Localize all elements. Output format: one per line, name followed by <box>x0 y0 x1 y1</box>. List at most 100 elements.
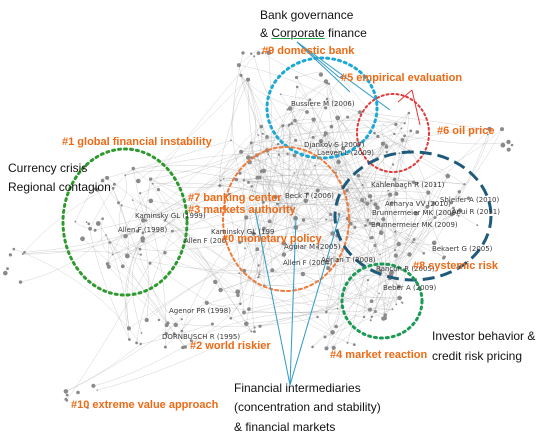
network-node <box>376 222 381 226</box>
network-node <box>105 234 107 236</box>
network-node <box>273 194 278 200</box>
network-node <box>293 172 296 174</box>
network-node <box>276 142 280 146</box>
network-node <box>326 82 329 85</box>
network-edge <box>396 139 403 194</box>
network-node <box>336 159 341 165</box>
network-edge <box>374 207 454 246</box>
author-label: Aguiar M (2005) <box>284 243 341 251</box>
network-edge <box>75 221 91 229</box>
network-edge <box>283 124 290 255</box>
author-label: Djankov S (2007) <box>304 141 365 149</box>
network-node <box>9 253 11 256</box>
network-node <box>131 166 135 171</box>
network-node <box>65 393 69 397</box>
network-node <box>373 131 376 135</box>
annotation-investor-behavior: Investor behavior & <box>432 329 536 343</box>
network-node <box>246 78 248 80</box>
network-edge <box>317 180 465 191</box>
cluster-label-9: #9 domestic bank <box>262 45 355 57</box>
network-node <box>362 201 365 204</box>
network-node <box>281 252 287 257</box>
network-node <box>378 230 384 235</box>
network-node <box>294 138 298 142</box>
network-node <box>394 122 398 127</box>
network-edge <box>246 109 288 218</box>
network-node <box>120 264 125 269</box>
network-edge <box>434 134 488 244</box>
callout-lines <box>254 41 391 386</box>
author-label: Brunnermeier MK (2009) <box>372 209 459 217</box>
network-edge <box>257 107 326 136</box>
network-edge <box>246 78 256 158</box>
network-edge <box>239 242 304 275</box>
network-node <box>407 111 411 115</box>
network-node <box>171 229 174 233</box>
network-edge <box>164 142 252 221</box>
network-edge <box>107 140 232 179</box>
network-node <box>76 390 80 395</box>
network-node <box>253 330 256 333</box>
network-node <box>86 406 89 409</box>
network-edge <box>109 157 249 243</box>
network-edge <box>370 210 461 321</box>
network-node <box>258 324 262 328</box>
network-node <box>253 326 256 329</box>
network-node <box>463 183 466 186</box>
network-edge <box>314 165 372 317</box>
network-edge <box>152 182 276 198</box>
cluster-label-3: #3 markets authority <box>188 204 296 216</box>
network-node <box>236 63 241 68</box>
network-edge <box>124 238 143 340</box>
network-node <box>131 199 134 201</box>
network-node <box>136 178 141 184</box>
network-edge <box>303 148 344 221</box>
network-edge <box>335 235 345 327</box>
network-node <box>334 324 338 329</box>
network-edge <box>134 238 143 251</box>
network-edge <box>20 234 107 283</box>
network-node <box>64 397 68 401</box>
network-node <box>151 182 154 185</box>
network-edge <box>248 171 262 185</box>
network-edge <box>264 250 396 286</box>
network-edge <box>249 162 318 248</box>
network-node <box>381 316 386 321</box>
network-edge <box>369 196 386 316</box>
network-edge <box>251 157 363 201</box>
network-edge <box>127 142 252 257</box>
network-edge <box>149 182 249 264</box>
network-node <box>281 124 285 128</box>
network-edge <box>345 190 356 228</box>
network-edge <box>278 123 405 147</box>
network-edge <box>107 183 153 264</box>
author-label: Allen F (200 <box>184 237 226 245</box>
network-node <box>140 332 143 334</box>
network-node <box>381 217 386 222</box>
network-edge <box>164 220 252 332</box>
network-edge <box>413 182 445 258</box>
network-edge <box>240 203 369 304</box>
annotation-regional-contagion: Regional contagion <box>8 180 111 194</box>
network-node <box>385 144 388 147</box>
network-edge <box>326 233 337 312</box>
network-node <box>164 332 168 336</box>
network-edge <box>106 177 245 271</box>
network-node <box>433 216 437 220</box>
network-node <box>148 198 154 204</box>
network-node <box>23 250 26 254</box>
network-node <box>238 240 242 244</box>
network-node <box>333 144 335 146</box>
network-node <box>325 310 328 314</box>
network-node <box>449 201 454 205</box>
network-node <box>324 346 329 351</box>
network-node <box>258 175 262 180</box>
network-node <box>330 330 335 335</box>
network-edge <box>241 150 295 156</box>
network-edge <box>326 293 380 349</box>
network-edge <box>88 223 130 340</box>
network-node <box>138 247 142 251</box>
network-node <box>156 188 160 192</box>
network-edge <box>337 117 436 218</box>
